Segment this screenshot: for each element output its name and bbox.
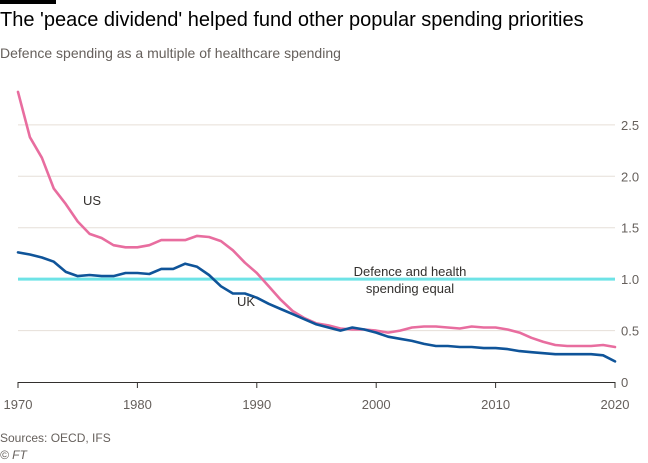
x-tick-label: 1990 xyxy=(242,397,271,412)
y-tick-label: 2.0 xyxy=(621,169,639,184)
series-label-uk: UK xyxy=(237,294,255,309)
ft-credit: © FT xyxy=(0,448,27,462)
x-tick-label: 2000 xyxy=(362,397,391,412)
x-tick-label: 1970 xyxy=(4,397,33,412)
y-tick-label: 2.5 xyxy=(621,118,639,133)
y-tick-label: 1.5 xyxy=(621,221,639,236)
reference-label-line2: spending equal xyxy=(366,281,454,296)
x-tick-label: 2010 xyxy=(481,397,510,412)
y-tick-label: 0 xyxy=(621,375,628,390)
chart-title: The 'peace dividend' helped fund other p… xyxy=(0,9,584,31)
y-tick-label: 1.0 xyxy=(621,272,639,287)
series-line-us xyxy=(16,90,617,349)
x-tick-label: 1980 xyxy=(123,397,152,412)
chart-subtitle: Defence spending as a multiple of health… xyxy=(0,45,341,61)
y-tick-label: 0.5 xyxy=(621,324,639,339)
reference-label-line1: Defence and health xyxy=(354,264,467,279)
ft-top-bar xyxy=(0,0,56,4)
sources-note: Sources: OECD, IFS xyxy=(0,431,111,445)
x-tick-label: 2020 xyxy=(601,397,630,412)
series-line-uk xyxy=(16,251,617,363)
series-label-us: US xyxy=(83,193,101,208)
